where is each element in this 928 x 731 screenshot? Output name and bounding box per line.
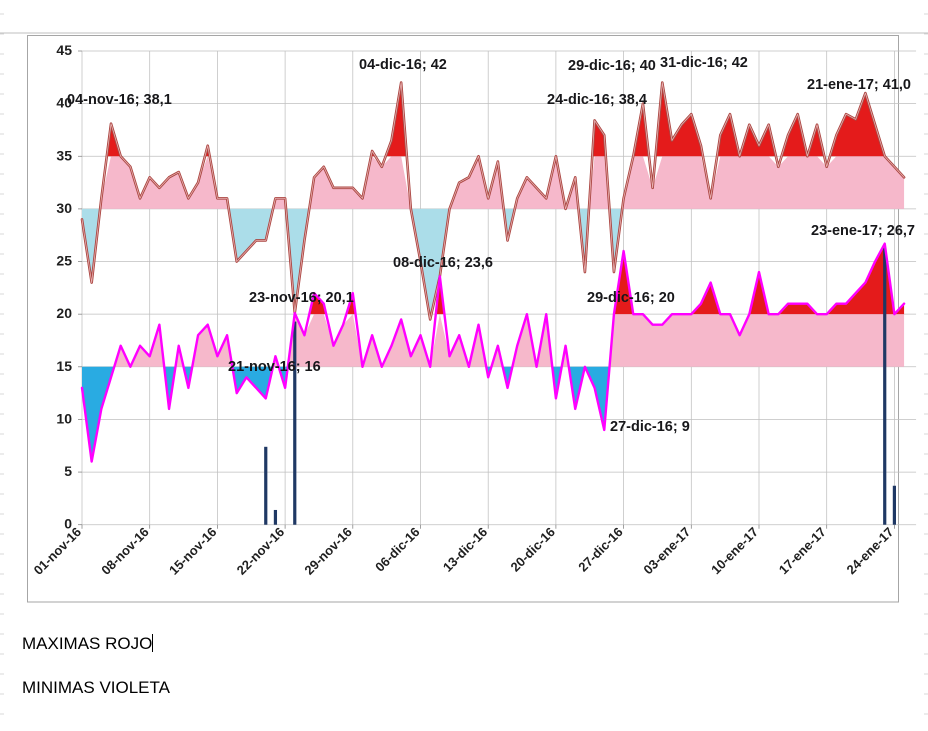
svg-text:25: 25 [56, 253, 72, 269]
svg-text:27-dic-16; 9: 27-dic-16; 9 [610, 419, 690, 435]
svg-text:21-nov-16; 16: 21-nov-16; 16 [228, 359, 321, 375]
svg-text:30: 30 [56, 200, 72, 216]
svg-text:04-nov-16; 38,1: 04-nov-16; 38,1 [67, 92, 172, 108]
svg-text:35: 35 [56, 147, 72, 163]
svg-text:29-dic-16; 40: 29-dic-16; 40 [568, 58, 656, 74]
svg-text:08-dic-16; 23,6: 08-dic-16; 23,6 [393, 255, 493, 271]
svg-text:23-nov-16; 20,1: 23-nov-16; 20,1 [249, 290, 354, 306]
svg-text:15: 15 [56, 358, 72, 374]
svg-text:45: 45 [56, 42, 72, 58]
svg-text:24-dic-16; 38,4: 24-dic-16; 38,4 [547, 92, 647, 108]
svg-text:10: 10 [56, 410, 72, 426]
svg-text:29-dic-16; 20: 29-dic-16; 20 [587, 290, 675, 306]
svg-text:20: 20 [56, 305, 72, 321]
svg-text:31-dic-16; 42: 31-dic-16; 42 [660, 55, 748, 71]
svg-text:21-ene-17; 41,0: 21-ene-17; 41,0 [807, 77, 911, 93]
svg-text:04-dic-16; 42: 04-dic-16; 42 [359, 57, 447, 73]
svg-text:5: 5 [64, 463, 72, 479]
svg-text:23-ene-17; 26,7: 23-ene-17; 26,7 [811, 223, 915, 239]
